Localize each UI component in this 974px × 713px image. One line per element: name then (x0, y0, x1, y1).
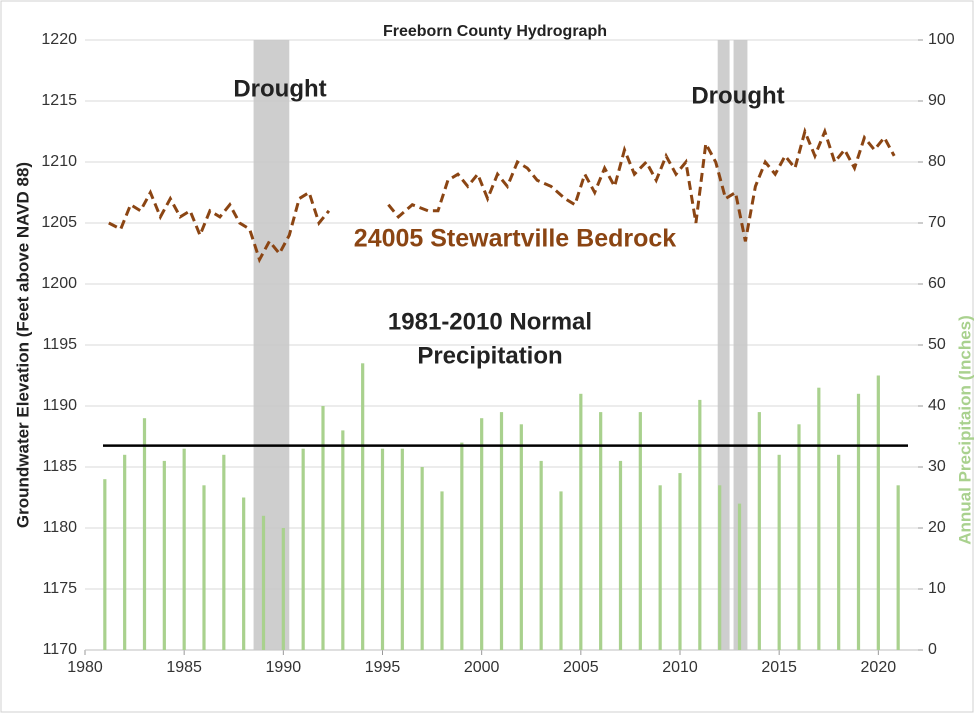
groundwater-line (108, 126, 896, 264)
precip-bar (539, 460, 543, 650)
y-tick-label: 1175 (43, 580, 78, 597)
precip-bar (737, 503, 742, 650)
x-tick-label: 2005 (563, 659, 599, 676)
y2-tick-label: 80 (928, 153, 946, 170)
precip-bar (103, 479, 107, 650)
normal-precip-label: Precipitation (417, 342, 562, 369)
precip-bar (242, 497, 246, 650)
precip-bar (599, 412, 603, 650)
y2-tick-label: 50 (928, 336, 946, 353)
precip-bar (797, 424, 801, 650)
y-tick-label: 1215 (41, 92, 77, 109)
chart-title: Freeborn County Hydrograph (383, 23, 607, 40)
precip-bar (579, 393, 583, 650)
drought-label: Drought (691, 82, 784, 109)
y2-tick-label: 60 (928, 275, 946, 292)
precip-bar (341, 430, 345, 650)
y-tick-label: 1190 (43, 397, 78, 414)
x-tick-label: 1990 (266, 659, 302, 676)
precip-bar (222, 454, 226, 650)
y-tick-label: 1210 (41, 153, 77, 170)
precip-bar (678, 473, 682, 650)
precip-bar (400, 448, 404, 650)
y2-tick-label: 30 (928, 458, 946, 475)
precip-bar (856, 393, 861, 650)
precip-bar (698, 399, 702, 650)
precip-bar (638, 412, 642, 650)
precip-bar (837, 454, 841, 650)
x-tick-label: 1995 (365, 659, 401, 676)
precip-bar (460, 442, 464, 650)
x-tick-label: 2015 (761, 659, 797, 676)
precip-bar (757, 412, 761, 650)
drought-band (717, 40, 730, 650)
normal-precip-label: 1981-2010 Normal (388, 308, 592, 335)
x-tick-label: 2020 (861, 659, 897, 676)
y2-axis-label: Annual Precipitaion (Inches) (955, 315, 974, 545)
precip-bar (182, 448, 186, 650)
precip-bar (876, 375, 880, 650)
precip-bar (817, 387, 821, 650)
x-tick-label: 1985 (166, 659, 202, 676)
y-tick-label: 1185 (43, 458, 78, 475)
precip-bar (142, 418, 147, 650)
precip-bar (321, 406, 325, 650)
y-tick-label: 1200 (41, 275, 77, 292)
y2-tick-label: 0 (928, 641, 937, 658)
precip-bar (281, 528, 285, 650)
precip-bar (559, 491, 563, 650)
precip-bar (380, 448, 385, 650)
series-label: 24005 Stewartville Bedrock (354, 225, 676, 253)
precip-bar (777, 454, 781, 650)
y-tick-label: 1205 (41, 214, 77, 231)
precip-bar (123, 454, 127, 650)
precip-bar (718, 485, 722, 650)
y-tick-label: 1170 (43, 641, 78, 658)
y-tick-label: 1195 (43, 336, 78, 353)
precip-bar (896, 485, 900, 650)
precip-bar (361, 363, 365, 650)
precip-bar (658, 485, 662, 650)
y2-tick-label: 10 (928, 580, 946, 597)
precip-bar (301, 448, 305, 650)
x-tick-label: 2010 (662, 659, 698, 676)
drought-band (733, 40, 748, 650)
x-tick-label: 2000 (464, 659, 500, 676)
precip-bar (202, 485, 206, 650)
y2-tick-label: 70 (928, 214, 946, 231)
precip-bar (261, 515, 266, 650)
precip-bar (618, 460, 623, 650)
y-axis-label: Groundwater Elevation (Feet above NAVD 8… (13, 162, 32, 528)
drought-label: Drought (233, 75, 326, 102)
precip-bar (480, 418, 484, 650)
x-tick-label: 1980 (67, 659, 103, 676)
precip-bar (440, 491, 444, 650)
y2-tick-label: 20 (928, 519, 946, 536)
precip-bar (519, 424, 523, 650)
precip-bar (499, 412, 504, 650)
precip-bar (162, 460, 166, 650)
precip-bar (420, 467, 424, 650)
y2-tick-label: 40 (928, 397, 946, 414)
y2-tick-label: 100 (928, 31, 955, 48)
y-tick-label: 1220 (41, 31, 77, 48)
y2-tick-label: 90 (928, 92, 946, 109)
y-tick-label: 1180 (43, 519, 78, 536)
